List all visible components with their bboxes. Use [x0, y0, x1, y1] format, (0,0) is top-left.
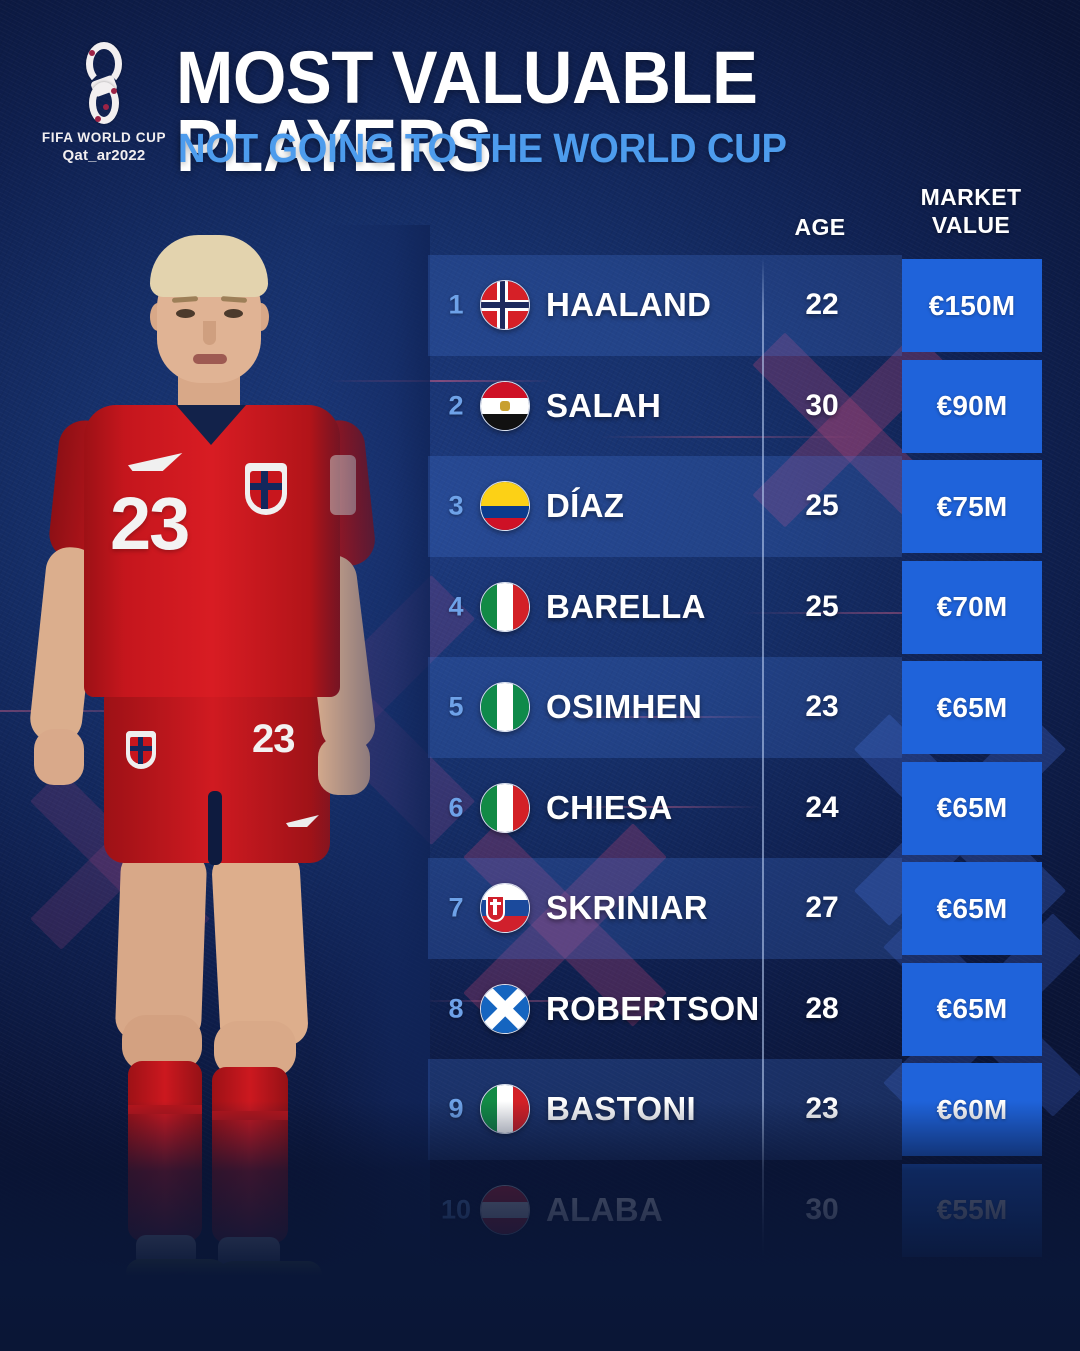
row-market-value: €70M [902, 560, 1042, 654]
page-subtitle: NOT GOING TO THE WORLD CUP [178, 125, 787, 171]
row-rank: 5 [448, 691, 464, 722]
row-age: 22 [805, 288, 839, 322]
fifa-logo-line2: Qat_ar2022 [62, 146, 146, 164]
row-player-name: OSIMHEN [546, 688, 703, 726]
row-player-name: DÍAZ [546, 487, 625, 525]
row-rank: 6 [448, 792, 464, 823]
column-header-market-value-line2: VALUE [931, 212, 1011, 239]
flag-icon-scotland [480, 983, 530, 1034]
fifa-world-cup-logo: FIFA WORLD CUP Qat_ar2022 [38, 42, 170, 168]
row-rank: 7 [448, 892, 464, 923]
table-row[interactable]: 6 CHIESA 24 €65M [428, 758, 1042, 859]
row-player-name: CHIESA [546, 788, 673, 826]
world-cup-trophy-icon [73, 42, 135, 124]
row-market-value: €65M [902, 862, 1042, 955]
row-age: 28 [805, 991, 839, 1025]
table-row[interactable]: 3 DÍAZ 25 €75M [428, 456, 1042, 557]
table-row[interactable]: 8 ROBERTSON 28 €65M [428, 959, 1042, 1060]
row-player-name: HAALAND [546, 286, 712, 324]
row-player-name: BARELLA [546, 587, 706, 625]
flag-icon-colombia [480, 481, 530, 532]
table-row[interactable]: 7 SKRINIAR 27 €65M [428, 858, 1042, 959]
column-header-market-value: MARKET VALUE [900, 183, 1042, 239]
flag-icon-norway [480, 280, 530, 331]
row-market-value: €65M [902, 761, 1042, 855]
table-row[interactable]: 4 BARELLA 25 €70M [428, 557, 1042, 658]
column-header-age: AGE [794, 214, 846, 240]
row-player-name: SALAH [546, 386, 662, 424]
grass-overlay [0, 1101, 1080, 1351]
flag-icon-italy [480, 782, 530, 833]
row-rank: 4 [448, 591, 464, 622]
column-header-market-value-line1: MARKET [920, 184, 1022, 210]
row-market-value: €65M [902, 661, 1042, 754]
row-market-value: €75M [902, 460, 1042, 553]
row-rank: 2 [448, 390, 464, 421]
row-age: 24 [805, 790, 839, 824]
row-rank: 3 [448, 490, 464, 521]
row-market-value: €90M [902, 359, 1042, 453]
flag-icon-slovakia [480, 883, 530, 934]
row-age: 25 [805, 589, 839, 623]
flag-icon-egypt [480, 380, 530, 431]
table-row[interactable]: 2 SALAH 30 €90M [428, 356, 1042, 457]
shorts-number: 23 [252, 717, 295, 761]
page-title: MOST VALUABLE PLAYERS [176, 36, 758, 188]
table-row[interactable]: 1 HAALAND 22 €150M [428, 255, 1042, 356]
row-age: 25 [805, 489, 839, 523]
row-market-value: €65M [902, 962, 1042, 1056]
flag-icon-nigeria [480, 682, 530, 733]
players-table: 1 HAALAND 22 €150M 2 SALAH 30 €90M 3 DÍAZ 25 €75M 4 B… [428, 255, 1042, 1260]
row-age: 30 [805, 388, 839, 422]
row-player-name: SKRINIAR [546, 889, 708, 927]
row-age: 23 [805, 690, 839, 724]
fifa-logo-line1: FIFA WORLD CUP [41, 130, 167, 145]
column-divider [762, 258, 764, 1258]
row-market-value: €150M [902, 259, 1042, 352]
shirt-number: 23 [110, 482, 190, 565]
row-age: 27 [805, 891, 839, 925]
row-player-name: ROBERTSON [546, 989, 760, 1027]
flag-icon-italy [480, 581, 530, 632]
row-rank: 1 [448, 289, 464, 320]
row-rank: 8 [448, 993, 464, 1024]
table-row[interactable]: 5 OSIMHEN 23 €65M [428, 657, 1042, 758]
